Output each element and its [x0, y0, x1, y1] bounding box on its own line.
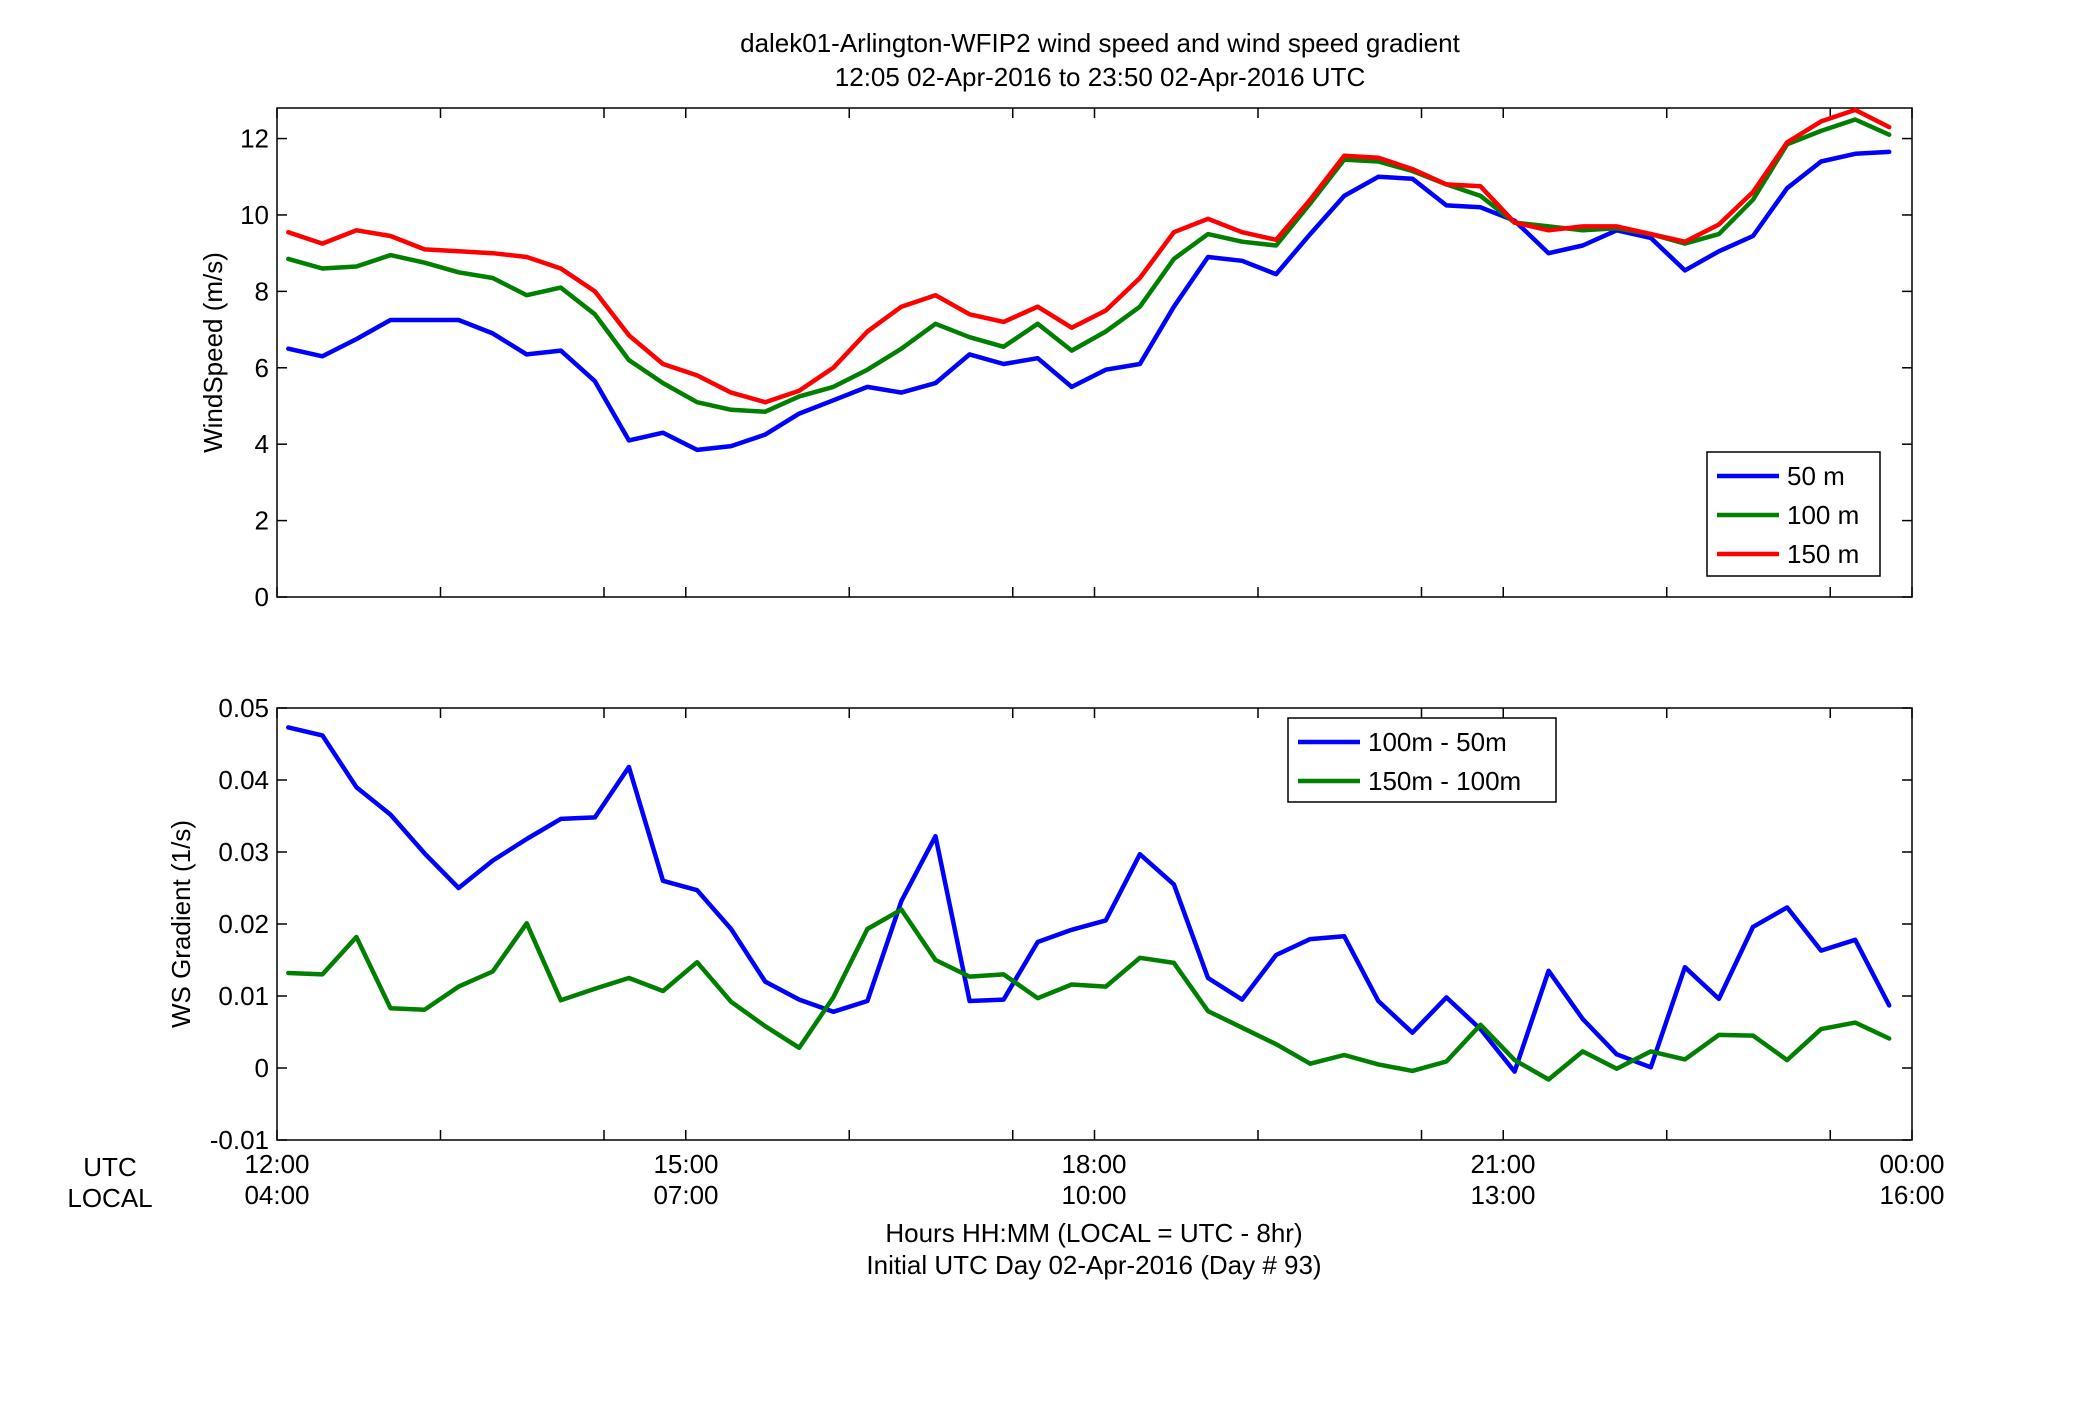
windspeed-legend-label: 50 m [1787, 461, 1845, 491]
windspeed-y-tick-label: 2 [255, 506, 269, 536]
gradient-y-tick-label: 0.05 [218, 693, 269, 723]
windspeed-y-tick-label: 0 [255, 582, 269, 612]
utc-tick-label: 12:00 [244, 1149, 309, 1179]
gradient-y-tick-label: 0.02 [218, 909, 269, 939]
x-axis-label-line1: Hours HH:MM (LOCAL = UTC - 8hr) [885, 1218, 1302, 1248]
gradient-y-tick-label: 0.03 [218, 837, 269, 867]
gradient-series-150m-100m-line [286, 907, 1892, 1082]
windspeed-legend-label: 150 m [1787, 539, 1859, 569]
local-tick-label: 16:00 [1879, 1180, 1944, 1210]
windspeed-series-50-m-line [286, 149, 1892, 453]
chart-title-line1: dalek01-Arlington-WFIP2 wind speed and w… [740, 28, 1461, 58]
gradient-legend-label: 100m - 50m [1368, 727, 1507, 757]
windspeed-legend-label: 100 m [1787, 500, 1859, 530]
gradient-y-tick-label: 0.04 [218, 765, 269, 795]
utc-tick-label: 15:00 [653, 1149, 718, 1179]
utc-tick-label: 21:00 [1470, 1149, 1535, 1179]
windspeed-y-tick-label: 6 [255, 353, 269, 383]
gradient-y-axis-label: WS Gradient (1/s) [166, 820, 196, 1028]
windspeed-y-tick-label: 4 [255, 429, 269, 459]
utc-tick-label: 00:00 [1879, 1149, 1944, 1179]
windspeed-y-tick-label: 8 [255, 276, 269, 306]
chart-title-line2: 12:05 02-Apr-2016 to 23:50 02-Apr-2016 U… [835, 62, 1365, 92]
gradient-series-100m-50m-line [286, 725, 1892, 1074]
gradient-y-tick-label: -0.01 [210, 1125, 269, 1155]
utc-row-label: UTC [83, 1152, 136, 1182]
windspeed-axes: 0 2 4 6 8 10 12 WindSpeed (m/s) 50 m 100 m 150 m [198, 107, 1913, 612]
gradient-axes: -0.01 0 0.01 0.02 0.03 0.04 0.05 WS Gradient (1… [166, 693, 1913, 1155]
local-tick-label: 13:00 [1470, 1180, 1535, 1210]
local-tick-label: 04:00 [244, 1180, 309, 1210]
gradient-legend-label: 150m - 100m [1368, 766, 1521, 796]
windspeed-y-tick-label: 12 [240, 124, 269, 154]
windspeed-y-tick-label: 10 [240, 200, 269, 230]
local-tick-label: 10:00 [1061, 1180, 1126, 1210]
local-row-label: LOCAL [67, 1183, 152, 1213]
windspeed-y-axis-label: WindSpeed (m/s) [198, 252, 228, 453]
windspeed-series-150-m-line [286, 107, 1892, 405]
local-tick-label: 07:00 [653, 1180, 718, 1210]
gradient-y-tick-label: 0.01 [218, 981, 269, 1011]
gradient-y-tick-label: 0 [255, 1053, 269, 1083]
x-axis-label-line2: Initial UTC Day 02-Apr-2016 (Day # 93) [866, 1250, 1321, 1280]
utc-tick-label: 18:00 [1061, 1149, 1126, 1179]
gradient-legend-box [1287, 717, 1557, 803]
